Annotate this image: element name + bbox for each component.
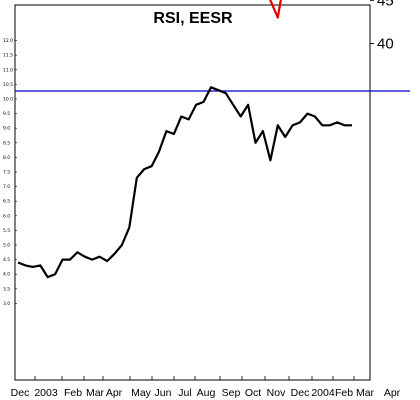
left-tick-label: 5.0 [3, 243, 10, 249]
left-tick-label: 4.5 [3, 257, 10, 263]
left-tick-label: 8.0 [3, 155, 10, 161]
left-tick-label: 8.5 [3, 140, 10, 146]
price-series-line [17, 86, 352, 279]
right-tick-label: 45 [377, 0, 394, 9]
left-tick-label: 7.0 [3, 184, 10, 190]
x-tick-label: Feb [335, 387, 353, 399]
chart-title: RSI, EESR [153, 10, 233, 27]
left-tick-label: 6.0 [3, 213, 10, 219]
x-tick-label: Oct [245, 387, 261, 399]
left-tick-label: 4.0 [3, 272, 10, 278]
x-tick-label: Mar [86, 387, 105, 399]
left-axis: 12.0 11.5 11.0 10.5 10.0 9.5 9.0 8.5 8.0 7.5 7.0 6.… [3, 38, 17, 307]
left-tick-label: 9.0 [3, 126, 10, 132]
series-layer [17, 0, 352, 279]
x-tick-label: 2004 [311, 387, 335, 399]
x-tick-label: Sep [222, 387, 241, 399]
left-tick-label: 5.5 [3, 228, 10, 234]
left-tick-label: 10.0 [3, 97, 13, 103]
x-tick-label: Feb [64, 387, 82, 399]
left-tick-label: 3.0 [3, 301, 10, 307]
left-tick-label: 11.5 [3, 53, 13, 59]
right-tick-label: 40 [377, 36, 394, 53]
right-axis: 9085807570656055504540 [370, 0, 394, 53]
left-tick-label: 10.5 [3, 82, 13, 88]
plot-frame [14, 4, 371, 381]
x-tick-label: 2003 [34, 387, 58, 399]
left-tick-label: 3.5 [3, 286, 10, 292]
x-tick-label: Dec [291, 387, 310, 399]
x-tick-label: Apr [384, 387, 401, 399]
left-tick-label: 9.5 [3, 111, 10, 117]
x-tick-label: Nov [267, 387, 286, 399]
x-tick-label: Dec [11, 387, 30, 399]
x-tick-label: Aug [197, 387, 216, 399]
x-tick-label: May [131, 387, 152, 399]
left-tick-label: 7.5 [3, 170, 10, 176]
x-tick-label: Mar [356, 387, 375, 399]
left-tick-label: 6.5 [3, 199, 10, 205]
x-tick-label: Jun [155, 387, 172, 399]
x-tick-label: Apr [106, 387, 123, 399]
x-axis: Dec 2003 Feb Mar Apr May Jun Jul Aug Sep Oct Nov Dec… [11, 376, 401, 399]
left-tick-label: 11.0 [3, 67, 13, 73]
left-tick-label: 12.0 [3, 38, 13, 44]
x-tick-label: Jul [178, 387, 191, 399]
